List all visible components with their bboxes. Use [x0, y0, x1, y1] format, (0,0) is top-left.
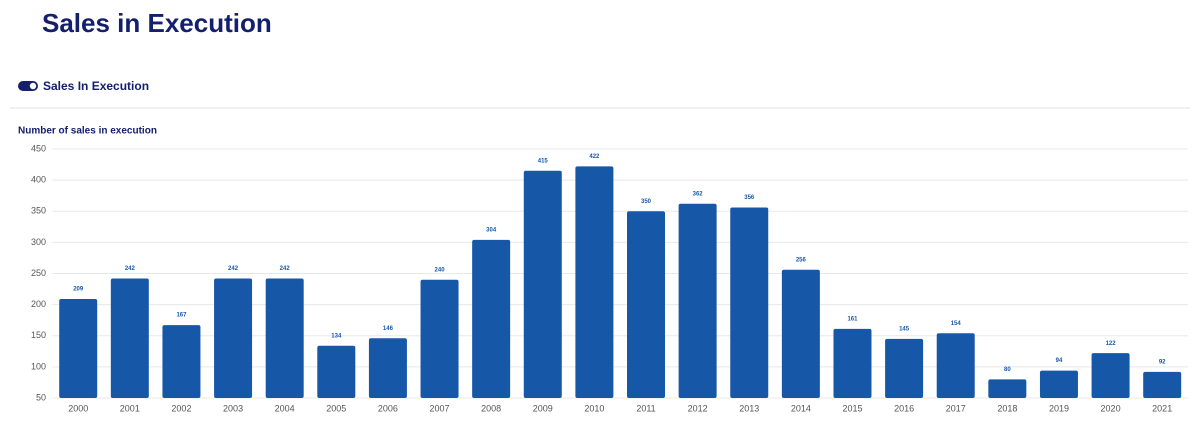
bar: [936, 333, 975, 398]
bar: [575, 166, 614, 398]
y-tick-label: 200: [31, 299, 46, 309]
value-label: 256: [796, 257, 807, 263]
x-tick-label: 2003: [223, 403, 243, 413]
value-label: 134: [331, 333, 342, 339]
y-tick-label: 150: [31, 330, 46, 340]
bar: [1091, 353, 1130, 398]
x-tick-label: 2006: [378, 403, 398, 413]
value-label: 362: [693, 191, 704, 197]
value-label: 145: [899, 326, 910, 332]
bar: [1143, 371, 1182, 398]
bar: [265, 278, 304, 398]
y-tick-label: 300: [31, 237, 46, 247]
bar: [214, 278, 253, 398]
x-tick-label: 2015: [842, 403, 862, 413]
x-tick-label: 2001: [120, 403, 140, 413]
value-label: 154: [951, 321, 962, 327]
x-tick-label: 2007: [430, 403, 450, 413]
toggle-knob: [29, 82, 37, 90]
x-tick-label: 2009: [533, 403, 553, 413]
bar: [781, 269, 820, 398]
bar: [110, 278, 149, 398]
x-tick-label: 2011: [636, 403, 655, 413]
x-tick-label: 2012: [688, 403, 708, 413]
y-tick-label: 250: [31, 268, 46, 278]
value-label: 92: [1159, 359, 1166, 365]
value-label: 422: [589, 154, 600, 160]
bar: [368, 338, 407, 398]
y-tick-label: 450: [31, 143, 46, 153]
y-tick-label: 100: [31, 361, 46, 371]
x-tick-label: 2008: [481, 403, 501, 413]
chart-title: Sales in Execution: [42, 8, 272, 38]
bar: [317, 345, 356, 398]
x-tick-label: 2013: [739, 403, 759, 413]
bar: [162, 325, 201, 398]
bar: [730, 207, 769, 398]
y-axis-title: Number of sales in execution: [18, 126, 157, 137]
bar: [420, 279, 459, 398]
value-label: 350: [641, 199, 652, 205]
y-tick-label: 50: [36, 392, 46, 402]
x-tick-label: 2005: [326, 403, 346, 413]
x-tick-label: 2021: [1152, 403, 1172, 413]
x-tick-label: 2017: [946, 403, 966, 413]
value-label: 356: [744, 195, 755, 201]
value-label: 415: [538, 158, 549, 164]
x-tick-label: 2019: [1049, 403, 1069, 413]
bar: [1039, 370, 1078, 398]
x-tick-label: 2014: [791, 403, 811, 413]
legend-toggle[interactable]: Sales In Execution: [18, 79, 149, 93]
value-label: 80: [1004, 367, 1011, 373]
x-tick-label: 2016: [894, 403, 914, 413]
value-label: 146: [383, 326, 394, 332]
value-label: 94: [1056, 358, 1063, 364]
bar: [523, 170, 562, 398]
x-tick-label: 2000: [68, 403, 88, 413]
value-label: 209: [73, 287, 84, 293]
value-label: 240: [435, 267, 446, 273]
x-tick-label: 2010: [584, 403, 604, 413]
value-label: 161: [847, 316, 858, 322]
bar: [472, 239, 511, 398]
bar: [678, 203, 717, 398]
bar: [988, 379, 1027, 398]
x-tick-label: 2020: [1101, 403, 1121, 413]
bar: [59, 299, 98, 398]
bar: [885, 338, 924, 398]
bar: [627, 211, 666, 398]
legend-label: Sales In Execution: [43, 79, 149, 93]
y-tick-label: 400: [31, 175, 46, 185]
bar: [833, 328, 872, 398]
x-tick-label: 2018: [997, 403, 1017, 413]
value-label: 167: [176, 313, 187, 319]
value-label: 242: [228, 266, 239, 272]
x-tick-label: 2004: [275, 403, 295, 413]
value-label: 122: [1106, 341, 1117, 347]
value-label: 242: [280, 266, 291, 272]
y-tick-label: 350: [31, 206, 46, 216]
value-label: 242: [125, 266, 136, 272]
value-label: 304: [486, 227, 497, 233]
x-tick-label: 2002: [171, 403, 191, 413]
